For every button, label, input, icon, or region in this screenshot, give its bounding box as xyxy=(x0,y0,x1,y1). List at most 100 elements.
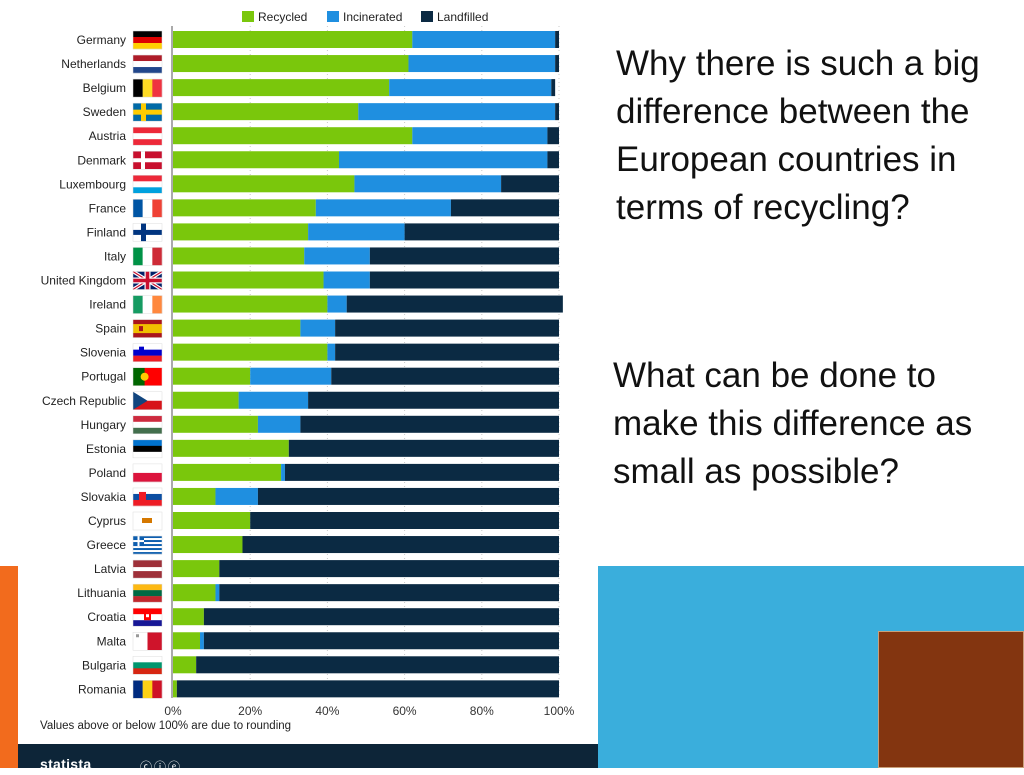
country-label: Slovenia xyxy=(80,346,126,360)
france-flag xyxy=(132,199,163,218)
bar-landfilled xyxy=(335,343,559,361)
bar-landfilled xyxy=(369,271,559,289)
poland-flag xyxy=(132,463,163,483)
question-reduce-difference: What can be done to make this difference… xyxy=(613,356,973,491)
bar-incinerated xyxy=(327,295,347,313)
country-label: Finland xyxy=(87,225,126,239)
bar-landfilled xyxy=(203,632,559,650)
bar-recycled xyxy=(173,560,220,578)
bar-recycled xyxy=(173,656,197,674)
bar-incinerated xyxy=(323,271,370,289)
bar-incinerated xyxy=(281,463,285,481)
question-recycling-difference: Why there is such a big difference betwe… xyxy=(616,44,980,227)
x-tick-label: 0% xyxy=(164,704,182,718)
bar-landfilled xyxy=(242,536,560,554)
country-label: Lithuania xyxy=(77,586,126,600)
bar-incinerated xyxy=(412,31,556,48)
cyprus-flag xyxy=(132,511,163,531)
bar-recycled xyxy=(173,391,239,409)
bar-landfilled xyxy=(346,295,563,313)
bar-landfilled xyxy=(404,223,559,241)
orange-accent-strip xyxy=(0,566,18,768)
bar-incinerated xyxy=(412,127,548,145)
bar-recycled xyxy=(173,103,359,121)
country-label: Portugal xyxy=(81,370,126,384)
bar-incinerated xyxy=(304,247,370,265)
malta-flag xyxy=(132,632,163,651)
bar-recycled xyxy=(173,608,204,626)
bar-recycled xyxy=(173,367,251,385)
luxembourg-flag xyxy=(132,175,163,194)
bar-incinerated xyxy=(338,151,548,169)
bar-incinerated xyxy=(308,223,405,241)
country-label: Hungary xyxy=(81,418,126,432)
country-label: Germany xyxy=(77,33,126,47)
bar-recycled xyxy=(173,343,328,361)
bar-landfilled xyxy=(196,656,559,674)
bar-recycled xyxy=(173,632,201,650)
country-label: Italy xyxy=(104,249,126,263)
bar-recycled xyxy=(173,680,177,698)
x-tick-label: 80% xyxy=(470,704,494,718)
country-label: Denmark xyxy=(77,153,127,167)
bar-recycled xyxy=(173,415,258,433)
rounding-note: Values above or below 100% are due to ro… xyxy=(40,720,291,732)
bar-recycled xyxy=(173,319,301,337)
bar-incinerated xyxy=(238,391,309,409)
bar-landfilled xyxy=(308,391,559,409)
bar-landfilled xyxy=(555,55,559,73)
bar-landfilled xyxy=(300,415,559,433)
x-tick-label: 60% xyxy=(393,704,417,718)
bar-recycled xyxy=(173,584,216,602)
legend-swatch-incinerated xyxy=(327,11,339,22)
hungary-flag xyxy=(132,415,163,435)
bar-landfilled xyxy=(369,247,559,265)
country-label: United Kingdom xyxy=(41,274,126,288)
country-label: Czech Republic xyxy=(42,394,126,408)
romania-flag xyxy=(132,680,163,699)
bar-landfilled xyxy=(547,151,559,169)
greece-flag xyxy=(132,535,163,555)
bar-incinerated xyxy=(250,367,332,385)
legend-label-incinerated: Incinerated xyxy=(343,10,402,24)
estonia-flag xyxy=(132,439,163,459)
country-label: Sweden xyxy=(83,105,126,119)
lithuania-flag xyxy=(132,583,163,603)
country-label: Slovakia xyxy=(81,490,127,504)
bar-recycled xyxy=(173,199,316,217)
bar-landfilled xyxy=(250,512,559,529)
bar-recycled xyxy=(173,247,305,265)
bar-recycled xyxy=(173,55,409,73)
spain-flag xyxy=(132,319,163,338)
bar-recycled xyxy=(173,271,324,289)
bar-incinerated xyxy=(300,319,336,337)
bar-landfilled xyxy=(203,608,559,626)
country-label: Ireland xyxy=(89,298,126,312)
italy-flag xyxy=(132,247,163,266)
country-label: Malta xyxy=(97,634,127,648)
bar-incinerated xyxy=(389,79,552,97)
country-label: France xyxy=(89,201,127,215)
country-label: Romania xyxy=(78,682,126,696)
bar-incinerated xyxy=(315,199,451,217)
bar-landfilled xyxy=(257,487,559,505)
country-label: Poland xyxy=(89,466,126,480)
legend-swatch-recycled xyxy=(242,11,254,22)
finland-flag xyxy=(132,223,163,242)
bar-landfilled xyxy=(219,584,559,602)
bar-incinerated xyxy=(354,175,502,193)
statista-logo: statista xyxy=(40,756,92,772)
country-label: Latvia xyxy=(94,562,126,576)
bar-recycled xyxy=(173,151,339,169)
legend-swatch-landfilled xyxy=(421,11,433,22)
bar-incinerated xyxy=(257,415,301,433)
bar-incinerated xyxy=(215,584,220,602)
bar-landfilled xyxy=(547,127,559,145)
country-label: Austria xyxy=(89,129,127,143)
bulgaria-flag xyxy=(132,656,163,675)
bar-incinerated xyxy=(327,343,336,361)
bar-landfilled xyxy=(288,439,559,457)
bar-landfilled xyxy=(331,367,559,385)
ireland-flag xyxy=(132,295,163,314)
slovenia-flag xyxy=(132,343,163,362)
